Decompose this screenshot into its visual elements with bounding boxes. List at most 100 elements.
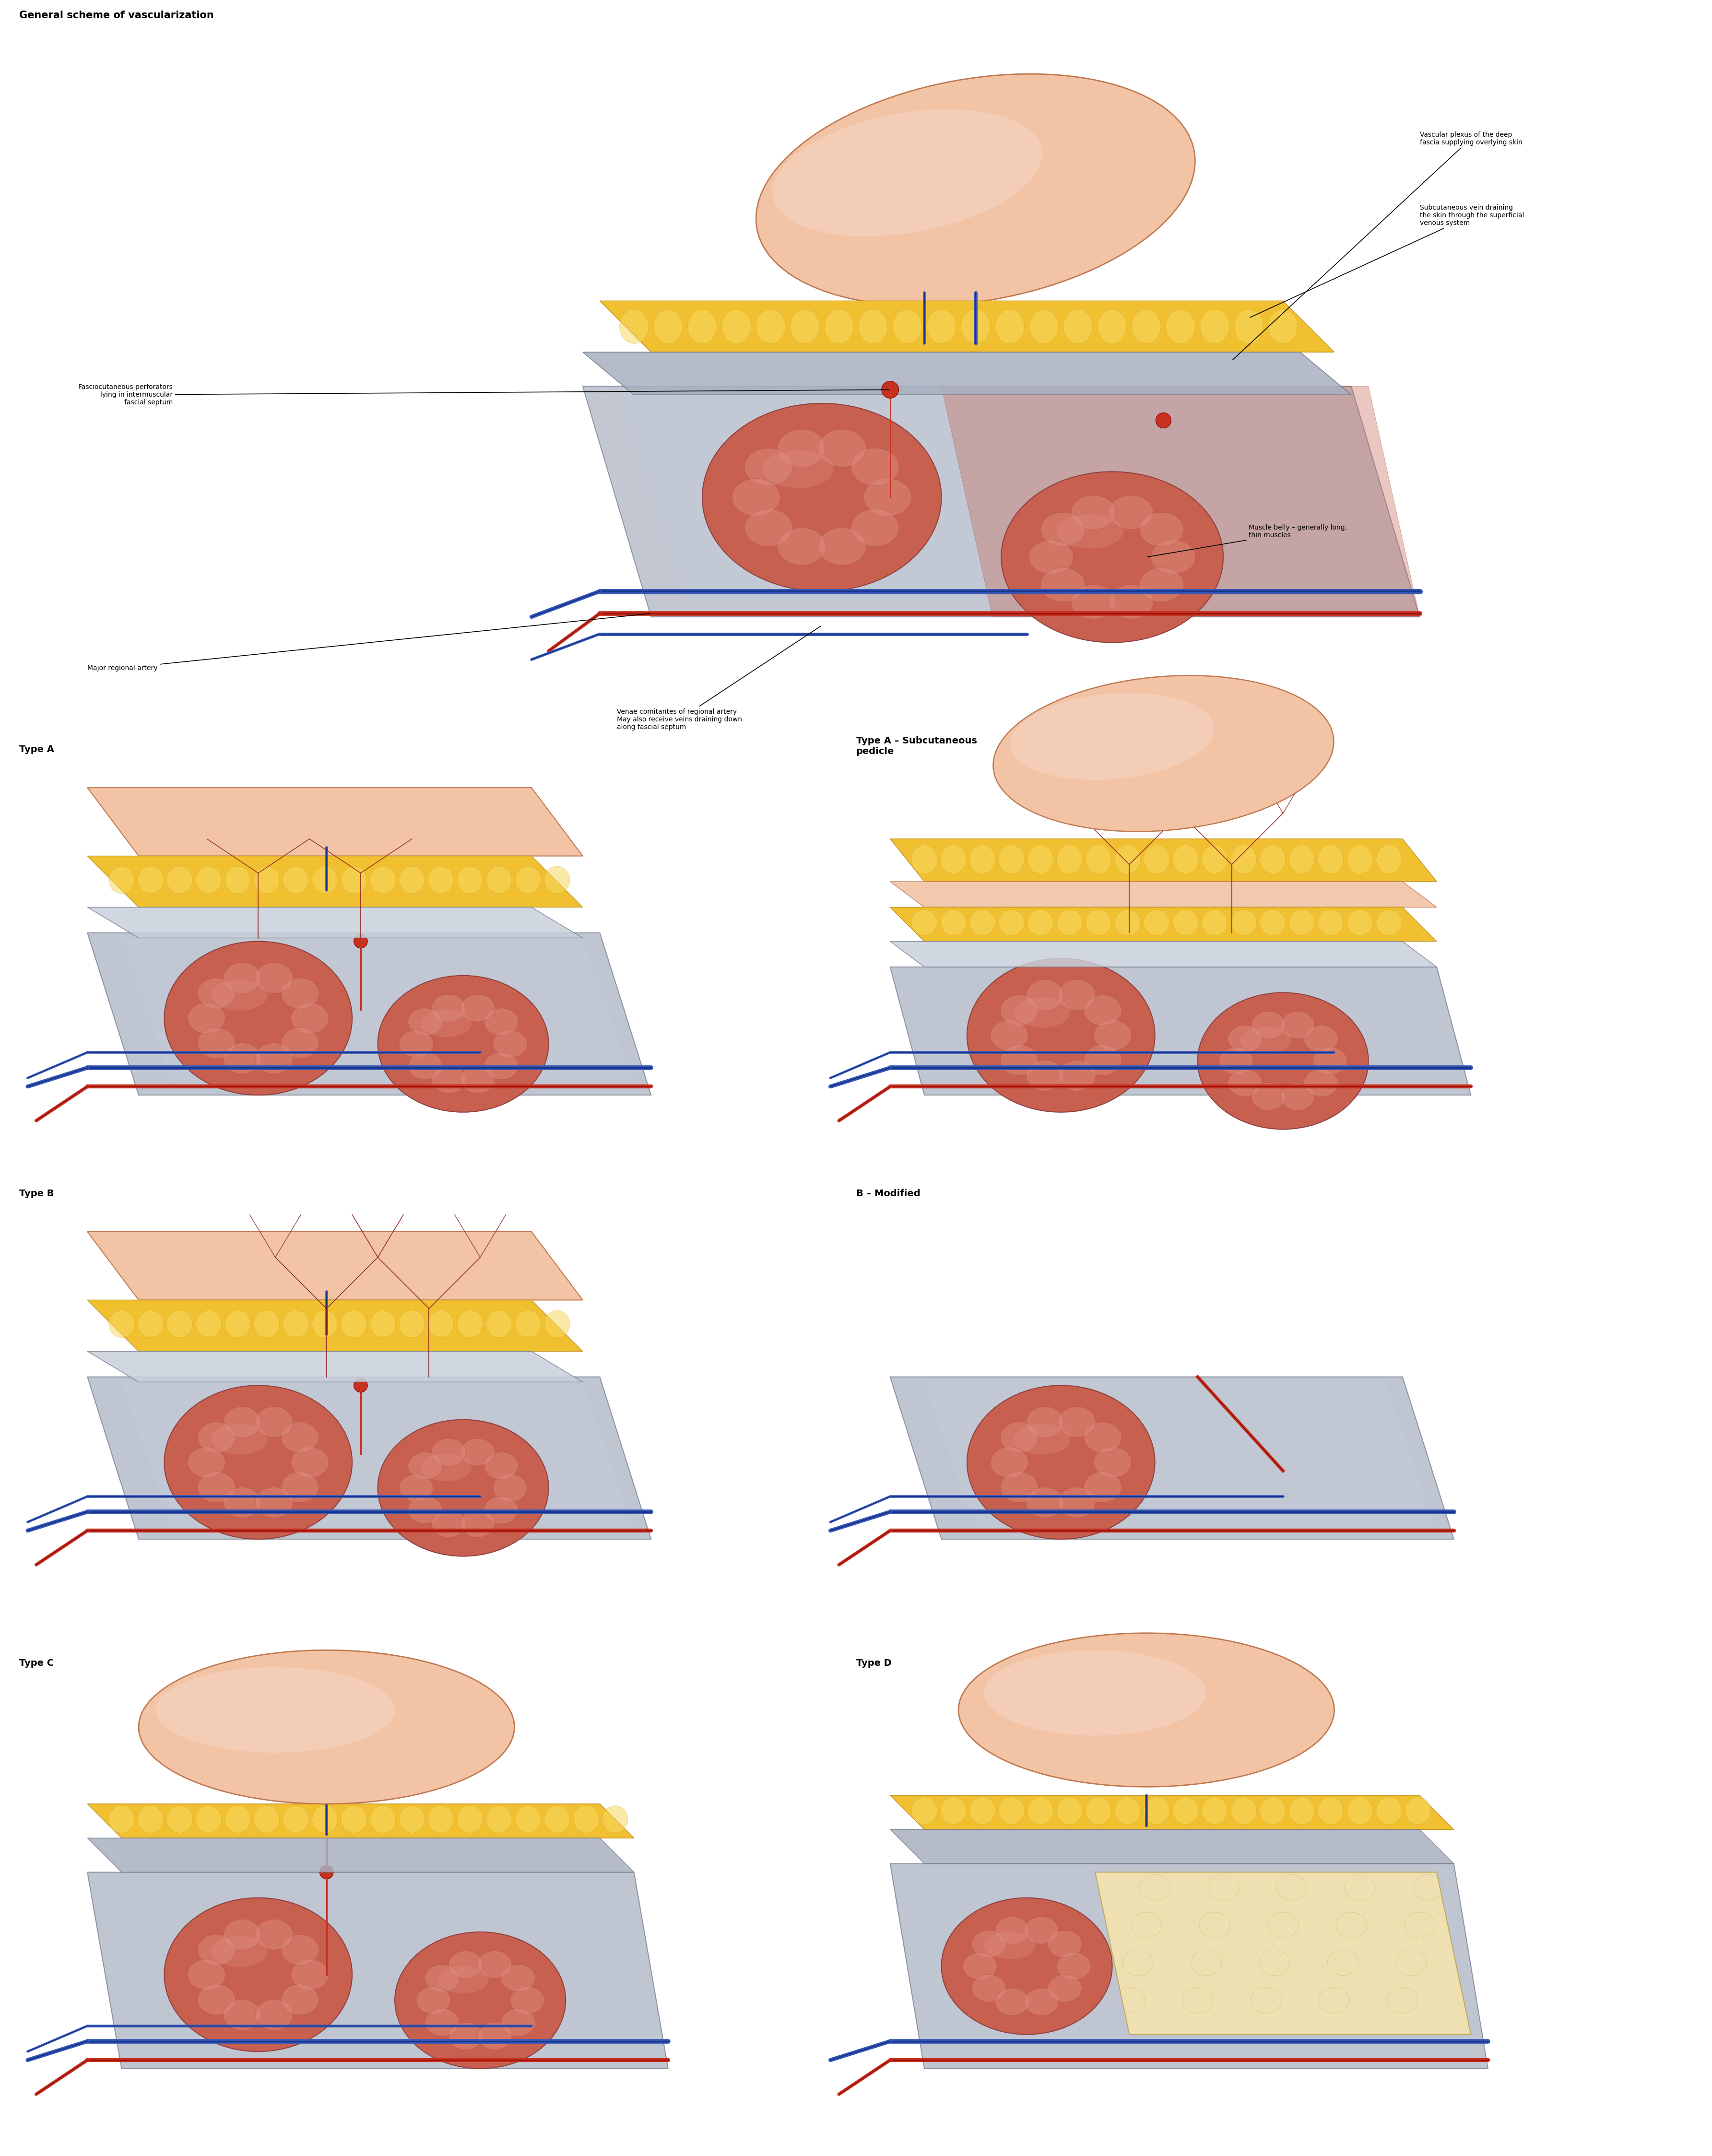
- Ellipse shape: [281, 979, 318, 1009]
- Ellipse shape: [1318, 1798, 1344, 1824]
- Ellipse shape: [164, 942, 353, 1095]
- Ellipse shape: [378, 975, 548, 1112]
- Ellipse shape: [461, 1509, 495, 1537]
- Polygon shape: [1096, 1871, 1471, 2035]
- Ellipse shape: [197, 1934, 235, 1964]
- Ellipse shape: [1029, 310, 1058, 343]
- Ellipse shape: [1347, 1798, 1373, 1824]
- Ellipse shape: [1025, 1488, 1063, 1518]
- Ellipse shape: [777, 528, 825, 565]
- Ellipse shape: [399, 1475, 433, 1501]
- Ellipse shape: [1056, 1953, 1091, 1979]
- Text: Type D: Type D: [856, 1658, 892, 1669]
- Ellipse shape: [224, 1044, 260, 1074]
- Ellipse shape: [407, 1496, 442, 1524]
- Circle shape: [354, 934, 368, 949]
- Ellipse shape: [791, 310, 820, 343]
- Ellipse shape: [1251, 1011, 1286, 1039]
- Ellipse shape: [255, 1406, 293, 1438]
- Ellipse shape: [395, 1932, 565, 2068]
- Ellipse shape: [940, 845, 966, 873]
- Polygon shape: [87, 856, 582, 908]
- Ellipse shape: [255, 1488, 293, 1518]
- Ellipse shape: [1166, 310, 1195, 343]
- Ellipse shape: [1072, 584, 1116, 619]
- Ellipse shape: [777, 429, 825, 468]
- Ellipse shape: [991, 1020, 1029, 1050]
- Text: B – Modified: B – Modified: [856, 1188, 919, 1199]
- Polygon shape: [87, 1871, 668, 2068]
- Text: Type C: Type C: [19, 1658, 53, 1669]
- Ellipse shape: [461, 994, 495, 1022]
- Polygon shape: [87, 908, 582, 938]
- Ellipse shape: [478, 1951, 512, 1979]
- Ellipse shape: [825, 310, 854, 343]
- Ellipse shape: [224, 1999, 260, 2031]
- Ellipse shape: [1109, 584, 1154, 619]
- Ellipse shape: [1231, 1798, 1257, 1824]
- Ellipse shape: [1228, 1024, 1262, 1052]
- Ellipse shape: [137, 1311, 163, 1337]
- Ellipse shape: [993, 675, 1334, 832]
- Ellipse shape: [688, 310, 717, 343]
- Ellipse shape: [1058, 1406, 1096, 1438]
- Polygon shape: [87, 1839, 633, 1871]
- Ellipse shape: [702, 403, 942, 591]
- Ellipse shape: [211, 979, 267, 1011]
- Ellipse shape: [1027, 910, 1053, 936]
- Ellipse shape: [1109, 496, 1154, 530]
- Ellipse shape: [253, 1805, 279, 1833]
- Ellipse shape: [211, 1936, 267, 1966]
- Ellipse shape: [772, 110, 1043, 237]
- Ellipse shape: [1115, 910, 1140, 936]
- Ellipse shape: [224, 1919, 260, 1949]
- Ellipse shape: [995, 1917, 1029, 1945]
- Ellipse shape: [1173, 910, 1198, 936]
- Ellipse shape: [962, 1953, 996, 1979]
- Ellipse shape: [188, 1960, 226, 1990]
- Ellipse shape: [892, 310, 921, 343]
- Ellipse shape: [654, 310, 683, 343]
- Ellipse shape: [1239, 1026, 1291, 1054]
- Ellipse shape: [515, 1805, 541, 1833]
- Ellipse shape: [722, 310, 752, 343]
- Ellipse shape: [1084, 1423, 1121, 1453]
- Ellipse shape: [195, 1311, 221, 1337]
- Ellipse shape: [1085, 1798, 1111, 1824]
- Ellipse shape: [425, 1964, 459, 1992]
- Ellipse shape: [195, 1805, 221, 1833]
- Ellipse shape: [574, 1805, 599, 1833]
- Ellipse shape: [281, 1028, 318, 1059]
- Ellipse shape: [1150, 539, 1195, 573]
- Ellipse shape: [911, 1798, 936, 1824]
- Ellipse shape: [431, 1438, 466, 1466]
- Ellipse shape: [858, 310, 887, 343]
- Ellipse shape: [998, 1798, 1024, 1824]
- Ellipse shape: [399, 1311, 425, 1337]
- Polygon shape: [582, 386, 1419, 617]
- Ellipse shape: [431, 1509, 466, 1537]
- Ellipse shape: [224, 962, 260, 994]
- Ellipse shape: [449, 1951, 483, 1979]
- Ellipse shape: [1025, 1406, 1063, 1438]
- Ellipse shape: [1173, 845, 1198, 873]
- Ellipse shape: [486, 1311, 512, 1337]
- Ellipse shape: [484, 1453, 519, 1479]
- Ellipse shape: [984, 1932, 1036, 1960]
- Ellipse shape: [1094, 1447, 1132, 1477]
- Polygon shape: [890, 942, 1436, 968]
- Ellipse shape: [972, 1930, 1007, 1958]
- Ellipse shape: [341, 1311, 366, 1337]
- Ellipse shape: [1132, 310, 1161, 343]
- Ellipse shape: [995, 310, 1024, 343]
- Polygon shape: [890, 1863, 1488, 2068]
- Ellipse shape: [1376, 910, 1402, 936]
- Ellipse shape: [1056, 845, 1082, 873]
- Ellipse shape: [224, 1311, 250, 1337]
- Ellipse shape: [486, 1805, 512, 1833]
- Ellipse shape: [281, 1473, 318, 1503]
- Ellipse shape: [253, 867, 279, 893]
- Ellipse shape: [1198, 992, 1368, 1130]
- Ellipse shape: [1029, 539, 1073, 573]
- Polygon shape: [890, 1378, 1453, 1539]
